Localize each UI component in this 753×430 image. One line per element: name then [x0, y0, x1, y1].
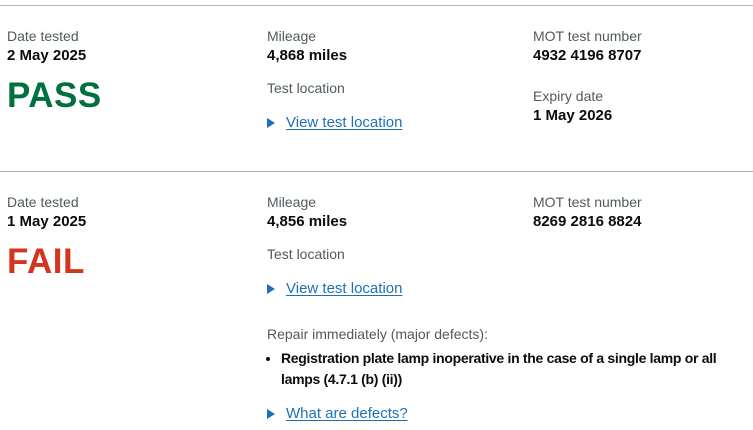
page: { "colors": { "label_text": "#505a5f", "…	[0, 5, 753, 430]
expiry-date-label: Expiry date	[533, 88, 604, 104]
date-tested-label: Date tested	[7, 194, 79, 210]
mileage-group: Mileage 4,868 miles	[267, 26, 533, 66]
expiry-date-group: Expiry date 1 May 2026	[533, 86, 746, 126]
expiry-date-value: 1 May 2026	[533, 107, 613, 124]
test-location-label: Test location	[267, 80, 345, 96]
what-are-defects-details[interactable]: What are defects?	[267, 404, 746, 424]
fail-card-columns: Date tested 1 May 2025 FAIL Mileage 4,85…	[7, 192, 746, 299]
date-tested-value: 1 May 2025	[7, 213, 87, 230]
fail-date-column: Date tested 1 May 2025 FAIL	[7, 192, 267, 282]
mot-test-number-group: MOT test number 8269 2816 8824	[533, 192, 746, 232]
mot-test-number-value: 4932 4196 8707	[533, 47, 642, 64]
date-tested-value: 2 May 2025	[7, 47, 87, 64]
mot-test-number-label: MOT test number	[533, 194, 642, 210]
pass-mileage-column: Mileage 4,868 miles Test location View t…	[267, 26, 533, 133]
defect-item: Registration plate lamp inoperative in t…	[281, 348, 746, 390]
details-arrow-icon	[267, 118, 275, 128]
fail-mileage-column: Mileage 4,856 miles Test location View t…	[267, 192, 533, 299]
mileage-label: Mileage	[267, 194, 317, 210]
view-test-location-details[interactable]: View test location	[267, 279, 533, 299]
defect-list: Registration plate lamp inoperative in t…	[267, 348, 746, 390]
view-test-location-link[interactable]: View test location	[286, 114, 403, 131]
what-are-defects-link[interactable]: What are defects?	[286, 405, 408, 422]
mileage-label: Mileage	[267, 28, 317, 44]
mot-test-section-fail: Date tested 1 May 2025 FAIL Mileage 4,85…	[0, 171, 753, 424]
repair-immediately-label: Repair immediately (major defects):	[267, 326, 488, 342]
mileage-value: 4,856 miles	[267, 213, 348, 230]
date-tested-group: Date tested 1 May 2025	[7, 192, 267, 232]
view-test-location-details[interactable]: View test location	[267, 113, 533, 133]
mot-test-section-pass: Date tested 2 May 2025 PASS Mileage 4,86…	[0, 5, 753, 171]
date-tested-label: Date tested	[7, 28, 79, 44]
fail-mot-number-column: MOT test number 8269 2816 8824	[533, 192, 746, 232]
date-tested-group: Date tested 2 May 2025	[7, 26, 267, 66]
mot-test-number-group: MOT test number 4932 4196 8707	[533, 26, 746, 66]
test-location-label: Test location	[267, 246, 345, 262]
major-defects-block: Repair immediately (major defects): Regi…	[267, 324, 746, 424]
details-arrow-icon	[267, 409, 275, 419]
details-arrow-icon	[267, 284, 275, 294]
test-result-fail: FAIL	[7, 242, 85, 281]
pass-mot-number-column: MOT test number 4932 4196 8707 Expiry da…	[533, 26, 746, 126]
mileage-group: Mileage 4,856 miles	[267, 192, 533, 232]
test-result-pass: PASS	[7, 76, 102, 115]
mot-test-number-value: 8269 2816 8824	[533, 213, 642, 230]
mileage-value: 4,868 miles	[267, 47, 348, 64]
pass-card-columns: Date tested 2 May 2025 PASS Mileage 4,86…	[7, 26, 746, 133]
pass-date-column: Date tested 2 May 2025 PASS	[7, 26, 267, 116]
view-test-location-link[interactable]: View test location	[286, 280, 403, 297]
mot-test-number-label: MOT test number	[533, 28, 642, 44]
